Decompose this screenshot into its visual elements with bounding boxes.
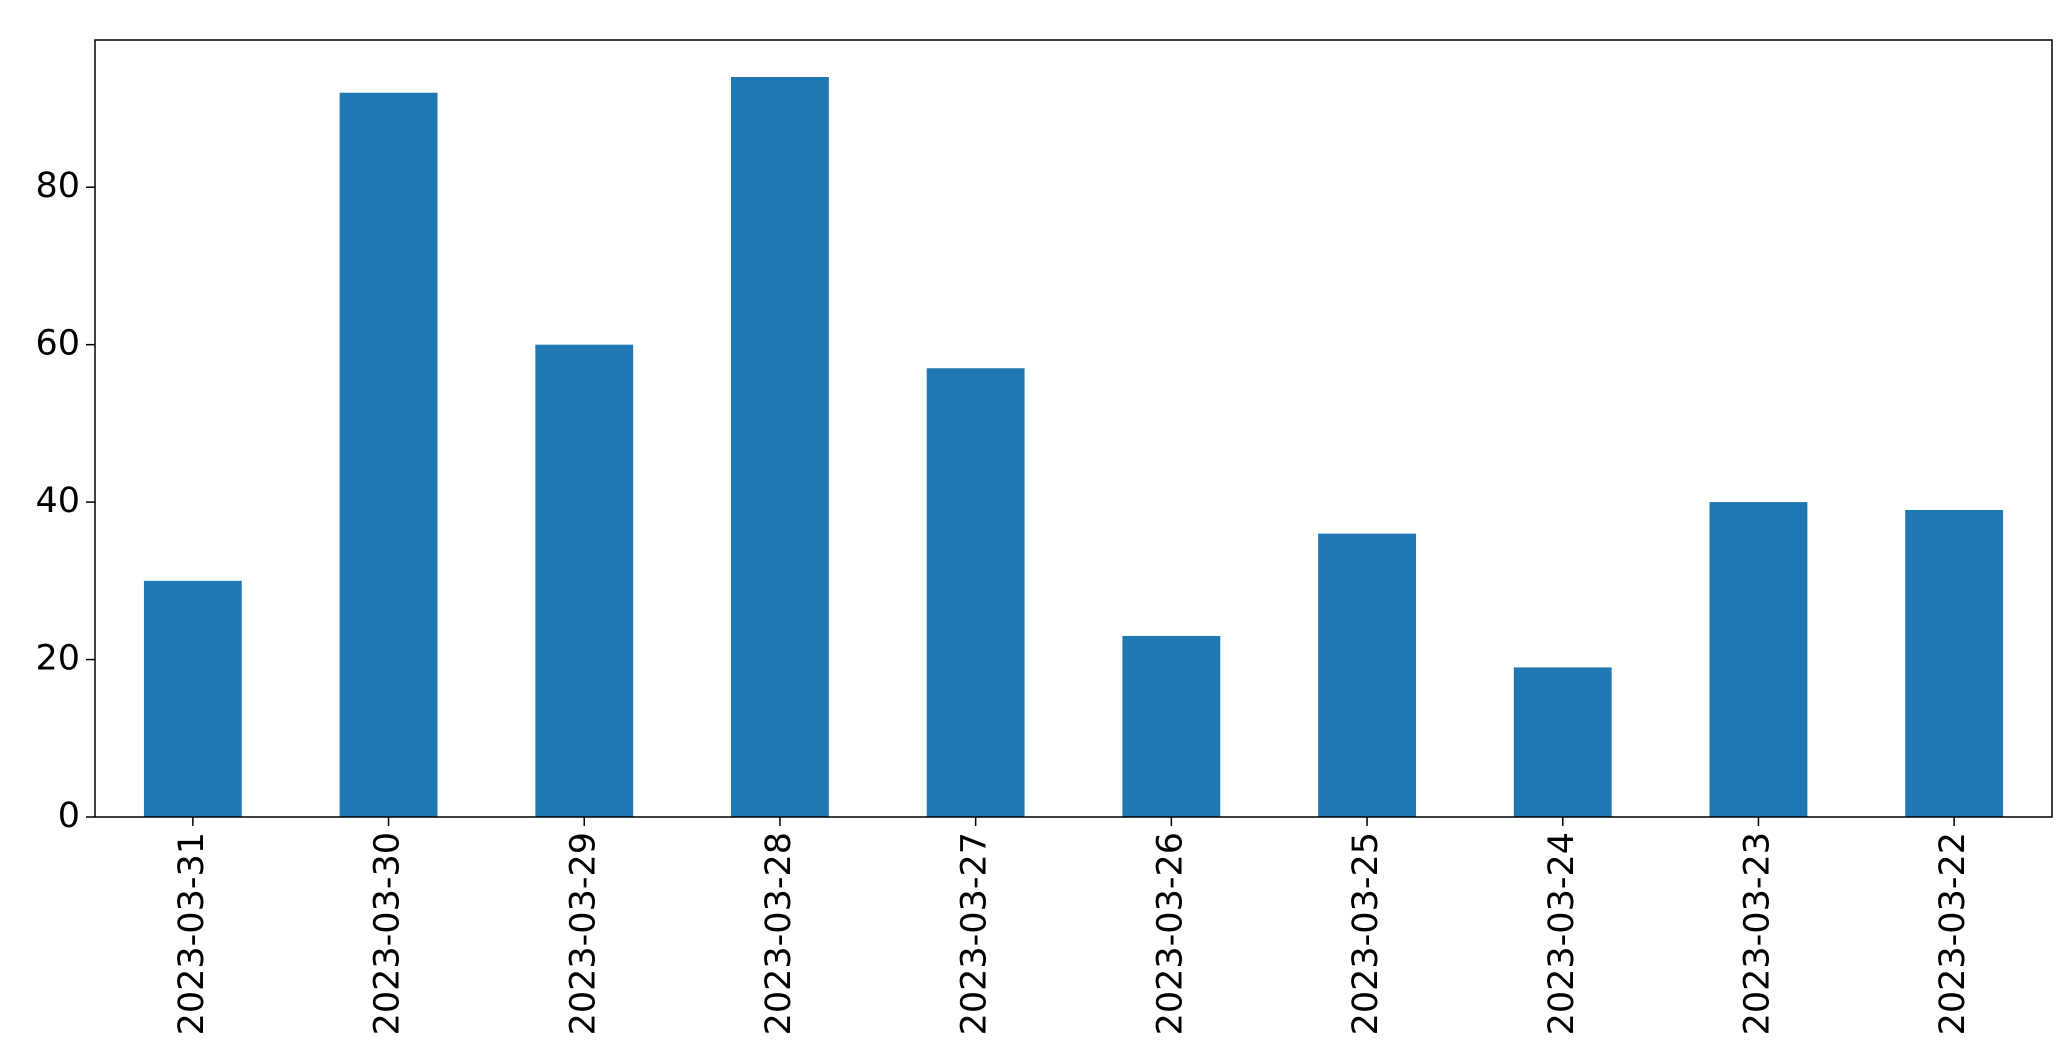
y-tick-label: 80: [35, 166, 80, 206]
bar: [731, 77, 829, 817]
y-tick-label: 60: [35, 324, 80, 364]
x-tick-label: 2023-03-24: [1542, 832, 1582, 1035]
bar: [143, 580, 242, 817]
bar: [1709, 502, 1808, 817]
bar: [1318, 533, 1416, 817]
bar: [1122, 635, 1221, 817]
bar: [926, 368, 1025, 817]
x-tick-label: 2023-03-31: [172, 832, 212, 1035]
x-tick-label: 2023-03-30: [368, 832, 408, 1035]
y-tick-label: 0: [58, 796, 80, 836]
bar: [1513, 667, 1612, 817]
y-tick-label: 40: [35, 481, 80, 521]
x-tick-label: 2023-03-23: [1737, 832, 1777, 1035]
axes-frame: [94, 39, 2053, 818]
bar: [535, 344, 634, 817]
x-tick-label: 2023-03-22: [1933, 832, 1973, 1035]
bar: [1905, 509, 2004, 817]
x-tick-label: 2023-03-27: [955, 832, 995, 1035]
y-tick-label: 20: [35, 639, 80, 679]
bar: [339, 92, 438, 817]
x-tick-label: 2023-03-26: [1150, 832, 1190, 1035]
x-tick-label: 2023-03-25: [1346, 832, 1386, 1035]
x-tick-label: 2023-03-28: [759, 832, 799, 1035]
x-tick-label: 2023-03-29: [563, 832, 603, 1035]
